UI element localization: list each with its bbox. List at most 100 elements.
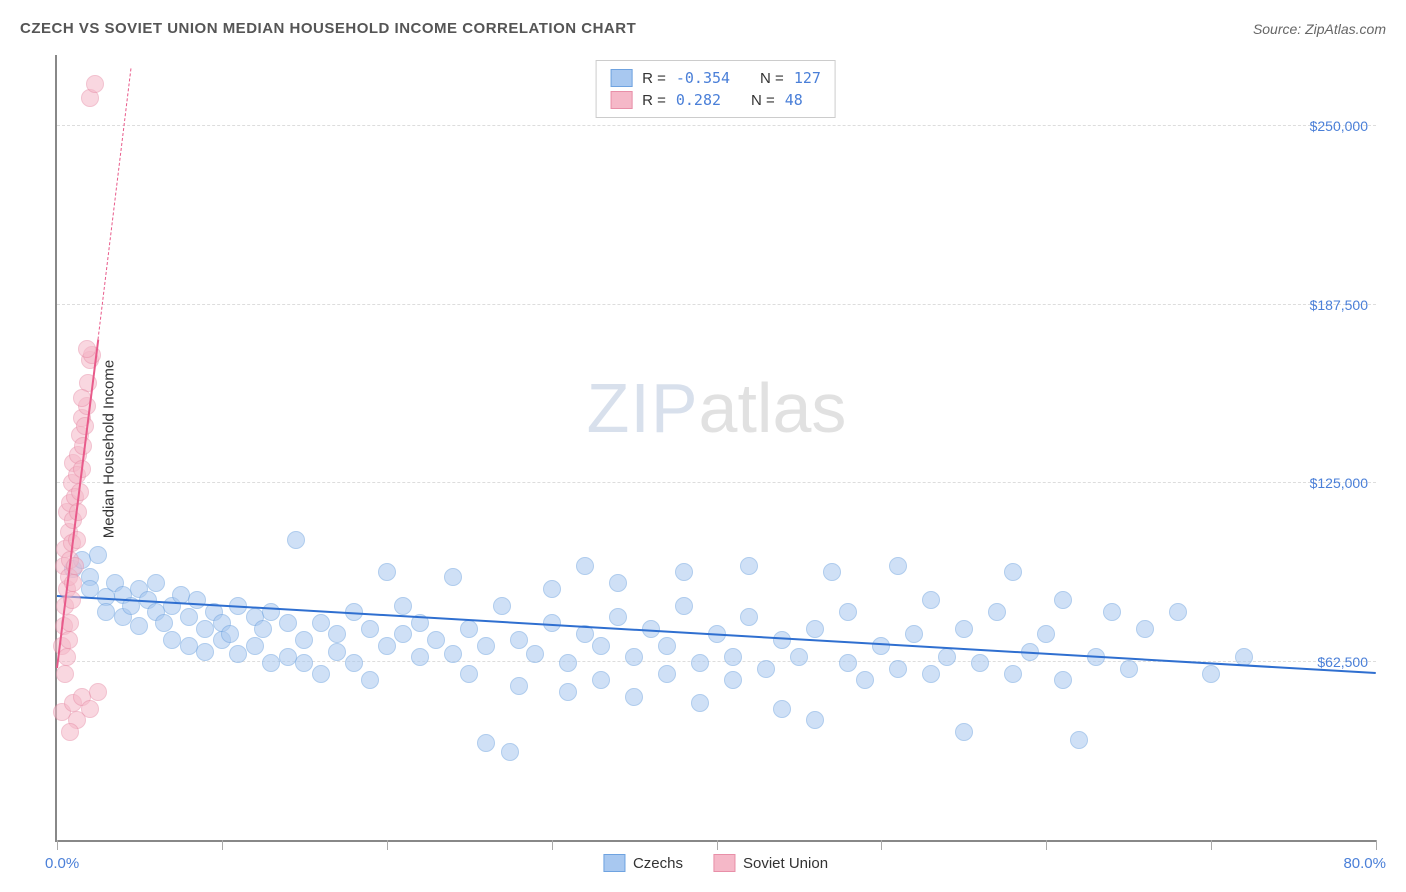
data-point	[287, 531, 305, 549]
chart-area: ZIPatlas $62,500$125,000$187,500$250,000…	[55, 55, 1376, 842]
data-point	[740, 608, 758, 626]
data-point	[1070, 731, 1088, 749]
data-point	[155, 614, 173, 632]
data-point	[856, 671, 874, 689]
data-point	[394, 625, 412, 643]
y-axis-title: Median Household Income	[101, 359, 118, 537]
data-point	[345, 654, 363, 672]
legend-n-value: 48	[785, 91, 803, 109]
data-point	[328, 643, 346, 661]
legend-row: R = 0.282 N = 48	[610, 89, 821, 111]
legend-swatch	[603, 854, 625, 872]
data-point	[823, 563, 841, 581]
data-point	[262, 603, 280, 621]
data-point	[559, 683, 577, 701]
data-point	[658, 665, 676, 683]
x-tick	[1046, 840, 1047, 850]
data-point	[427, 631, 445, 649]
data-point	[86, 75, 104, 93]
legend-swatch	[610, 69, 632, 87]
data-point	[460, 665, 478, 683]
data-point	[889, 557, 907, 575]
data-point	[394, 597, 412, 615]
data-point	[378, 637, 396, 655]
data-point	[971, 654, 989, 672]
gridline	[57, 125, 1376, 126]
x-tick	[717, 840, 718, 850]
data-point	[411, 648, 429, 666]
correlation-legend: R =-0.354N =127R = 0.282N = 48	[595, 60, 836, 118]
data-point	[675, 563, 693, 581]
y-tick-label: $62,500	[1317, 654, 1368, 670]
data-point	[922, 591, 940, 609]
data-point	[312, 614, 330, 632]
data-point	[691, 694, 709, 712]
legend-swatch	[610, 91, 632, 109]
data-point	[1004, 563, 1022, 581]
legend-r-value: 0.282	[676, 91, 721, 109]
data-point	[526, 645, 544, 663]
data-point	[229, 645, 247, 663]
data-point	[1120, 660, 1138, 678]
series-legend-item: Soviet Union	[713, 854, 828, 872]
data-point	[221, 625, 239, 643]
data-point	[295, 631, 313, 649]
data-point	[147, 574, 165, 592]
legend-swatch	[713, 854, 735, 872]
data-point	[740, 557, 758, 575]
x-tick	[222, 840, 223, 850]
y-tick-label: $250,000	[1310, 118, 1368, 134]
data-point	[81, 700, 99, 718]
data-point	[180, 637, 198, 655]
data-point	[1136, 620, 1154, 638]
x-axis-max-label: 80.0%	[1343, 855, 1386, 872]
data-point	[312, 665, 330, 683]
data-point	[955, 620, 973, 638]
data-point	[81, 580, 99, 598]
data-point	[757, 660, 775, 678]
data-point	[246, 637, 264, 655]
y-tick-label: $187,500	[1310, 297, 1368, 313]
x-tick	[552, 840, 553, 850]
data-point	[493, 597, 511, 615]
data-point	[806, 620, 824, 638]
plot-region: ZIPatlas $62,500$125,000$187,500$250,000	[55, 55, 1376, 842]
data-point	[295, 654, 313, 672]
data-point	[97, 603, 115, 621]
legend-n-label: N =	[760, 70, 784, 87]
data-point	[905, 625, 923, 643]
series-legend-label: Soviet Union	[743, 855, 828, 872]
data-point	[56, 665, 74, 683]
data-point	[69, 503, 87, 521]
data-point	[378, 563, 396, 581]
data-point	[188, 591, 206, 609]
data-point	[1202, 665, 1220, 683]
data-point	[477, 734, 495, 752]
data-point	[576, 557, 594, 575]
data-point	[889, 660, 907, 678]
gridline	[57, 482, 1376, 483]
data-point	[675, 597, 693, 615]
data-point	[78, 340, 96, 358]
data-point	[790, 648, 808, 666]
data-point	[460, 620, 478, 638]
y-tick-label: $125,000	[1310, 475, 1368, 491]
data-point	[839, 603, 857, 621]
legend-r-label: R =	[642, 92, 666, 109]
trend-line	[98, 69, 132, 340]
data-point	[988, 603, 1006, 621]
series-legend-label: Czechs	[633, 855, 683, 872]
x-tick	[57, 840, 58, 850]
data-point	[510, 677, 528, 695]
data-point	[806, 711, 824, 729]
legend-n-label: N =	[751, 92, 775, 109]
data-point	[1054, 591, 1072, 609]
data-point	[922, 665, 940, 683]
data-point	[872, 637, 890, 655]
data-point	[196, 620, 214, 638]
x-tick	[881, 840, 882, 850]
data-point	[1054, 671, 1072, 689]
data-point	[328, 625, 346, 643]
data-point	[361, 671, 379, 689]
data-point	[196, 643, 214, 661]
